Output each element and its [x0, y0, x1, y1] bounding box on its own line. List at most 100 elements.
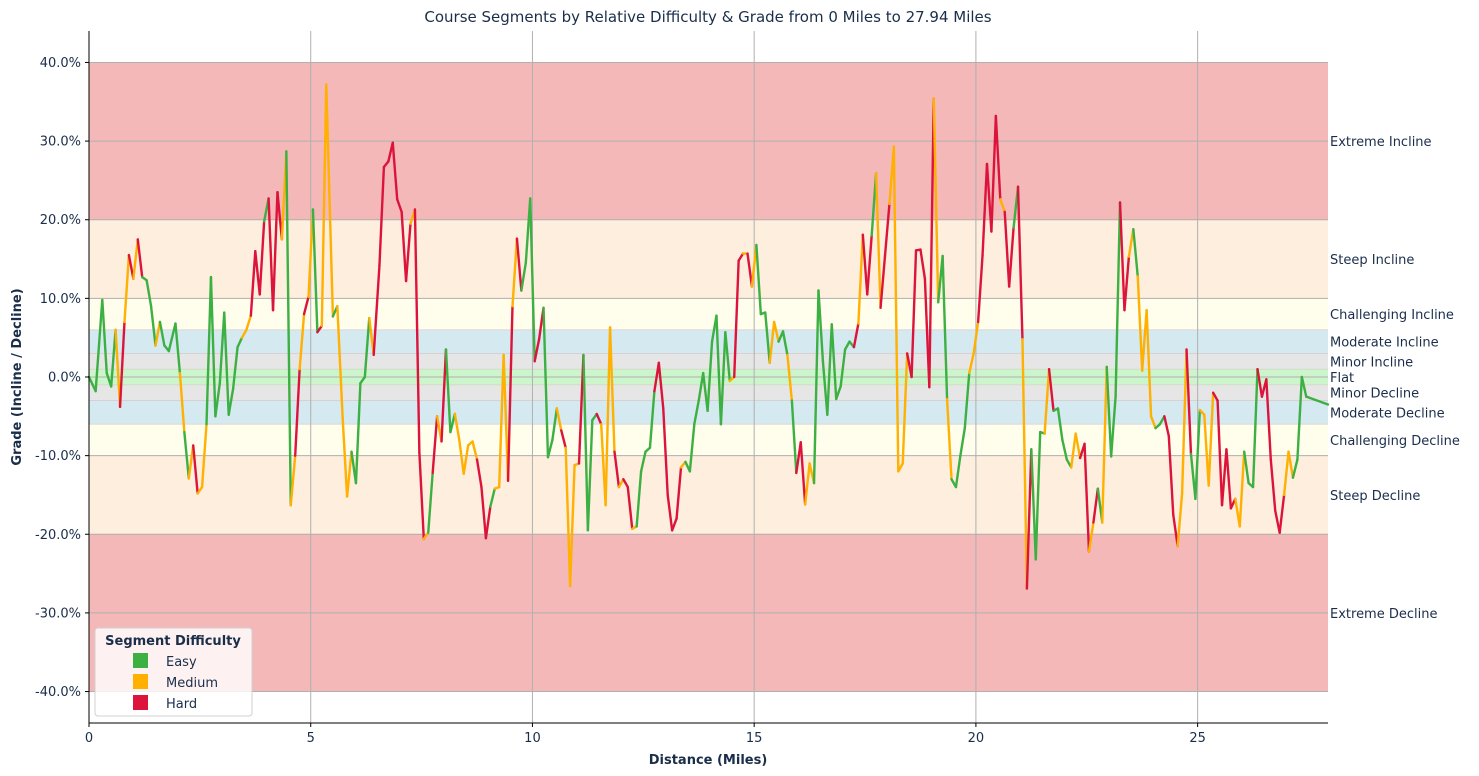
segment-easy [843, 340, 851, 351]
segment-easy [1291, 458, 1299, 479]
segment-medium [289, 454, 297, 507]
segment-hard [799, 441, 807, 506]
segment-easy [223, 311, 230, 416]
segment-easy [1194, 408, 1202, 501]
x-tick-label: 15 [746, 731, 763, 746]
segment-easy [826, 323, 833, 416]
segment-medium [1287, 450, 1295, 479]
segment-easy [755, 243, 763, 316]
segment-easy [359, 375, 367, 385]
x-tick-label: 20 [968, 731, 985, 746]
segment-hard [136, 238, 144, 279]
segment-easy [635, 470, 643, 528]
segment-medium [892, 145, 900, 473]
x-tick-label: 5 [307, 731, 315, 746]
segment-medium [345, 450, 353, 498]
band-moderate-incline [89, 329, 1328, 354]
segment-medium [471, 440, 479, 461]
chart-title: Course Segments by Relative Difficulty &… [424, 8, 991, 26]
segment-hard [1163, 415, 1171, 438]
grade-line-segments [87, 83, 1330, 590]
segment-hard [1003, 210, 1011, 288]
y-tick-label: -40.0% [35, 685, 81, 700]
segment-hard [480, 485, 488, 540]
segment-medium [123, 253, 131, 324]
segment-medium [768, 320, 776, 365]
segment-hard [990, 114, 998, 233]
segment-hard [431, 415, 439, 475]
segment-easy [715, 314, 723, 426]
segment-easy [1300, 375, 1308, 398]
segment-medium [1087, 521, 1095, 553]
segment-easy [1251, 367, 1259, 489]
segment-easy [1132, 227, 1139, 278]
x-tick-label: 0 [85, 731, 93, 746]
segment-easy [236, 336, 244, 349]
segment-medium [608, 326, 616, 453]
segment-medium [968, 352, 975, 375]
segment-medium [1203, 413, 1210, 487]
segment-hard [418, 451, 425, 541]
segment-medium [857, 233, 865, 325]
segment-medium [772, 320, 780, 343]
segment-hard [733, 259, 740, 379]
segment-hard [919, 248, 927, 280]
segment-hard [294, 367, 301, 457]
segment-easy [839, 348, 847, 388]
segment-hard [662, 407, 669, 497]
segment-medium [341, 416, 349, 498]
segment-medium [1149, 415, 1157, 430]
segment-hard [746, 252, 754, 288]
segment-hard [515, 237, 523, 292]
y-tick-label: 20.0% [40, 213, 81, 228]
segment-hard [475, 458, 483, 489]
segment-medium [453, 412, 461, 442]
legend-swatch-easy [133, 653, 148, 668]
segment-easy [941, 254, 949, 401]
segment-medium [114, 328, 122, 409]
segment-hard [879, 254, 887, 309]
y-tick-label: 0.0% [48, 371, 81, 386]
segment-hard [1025, 448, 1033, 590]
segment-medium [320, 83, 328, 328]
segment-hard [657, 361, 665, 410]
band-label: Minor Decline [1330, 387, 1419, 402]
segment-easy [363, 316, 371, 379]
segment-medium [945, 397, 953, 481]
segment-hard [1216, 399, 1224, 507]
segment-hard [622, 478, 629, 489]
segment-medium [298, 312, 306, 371]
band-labels: Extreme Incline Steep Incline Challenging … [1330, 135, 1460, 622]
segment-medium [325, 83, 335, 318]
segment-hard [737, 252, 745, 262]
segment-medium [200, 422, 208, 489]
segment-hard [626, 485, 634, 530]
segment-easy [693, 399, 700, 426]
segment-easy [812, 289, 820, 485]
segment-hard [413, 208, 421, 454]
segment-hard [1167, 434, 1175, 516]
segment-easy [954, 454, 962, 489]
segment-easy [781, 330, 789, 357]
segment-hard [613, 450, 621, 489]
segment-medium [617, 478, 625, 489]
segment-hard [910, 249, 918, 379]
legend-label: Hard [166, 697, 197, 712]
segment-medium [604, 326, 612, 507]
segment-easy [1109, 395, 1117, 458]
segment-medium [897, 462, 904, 473]
y-tick-label: -30.0% [35, 606, 81, 621]
y-tick-label: 40.0% [40, 56, 81, 71]
segment-hard [484, 505, 492, 540]
segment-hard [316, 324, 324, 334]
segment-easy [94, 298, 104, 393]
y-tick-label: 10.0% [40, 292, 81, 307]
segment-medium [502, 353, 510, 482]
segment-hard [396, 198, 403, 214]
segment-medium [568, 463, 576, 588]
segment-medium [178, 371, 186, 434]
band-challenging-decline [89, 424, 1328, 456]
segment-easy [285, 150, 292, 507]
segment-medium [555, 407, 563, 432]
band-label: Moderate Incline [1330, 336, 1439, 351]
